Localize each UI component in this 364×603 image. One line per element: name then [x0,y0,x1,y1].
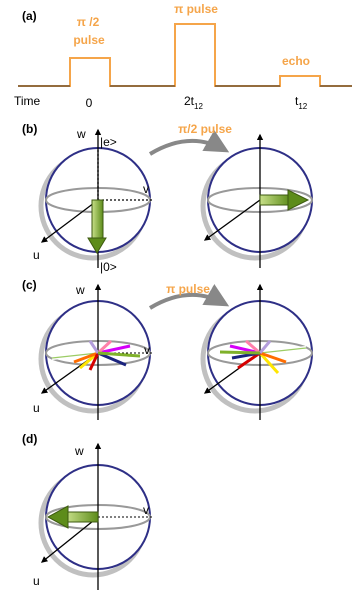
spin-vector-yellow [258,351,280,375]
u-label: u [33,401,40,415]
state-vector-shaft [65,511,99,523]
panel-b-label: (b) [22,122,37,136]
state-vector-shaft [259,194,291,206]
tick-2t12-sub: 12 [194,102,203,111]
u-label: u [33,248,40,262]
state-vector-head [287,189,310,211]
v-label: v [143,182,149,196]
spin-vector-lavender [258,340,272,354]
u-label: u [33,574,40,588]
pi-half-pulse-label: π/2 pulse [178,122,232,136]
state-vector-head [87,237,107,254]
spin-vector-green [219,350,261,355]
panel-c: (c) w v u π pulse [22,278,313,420]
panel-a: (a) π /2 pulse π pulse echo Time 0 2t12 … [14,2,352,111]
panel-b: (b) w v u |e> |0> π/2 pulse [22,122,313,274]
state-vector-shaft [91,199,104,241]
spin-vector-red [237,351,261,370]
time-label: Time [14,94,41,108]
panel-c-label: (c) [22,278,37,292]
bloch-sphere-b-right [200,133,313,268]
spin-vector-white-outline [51,352,99,359]
bloch-sphere-c-right [200,283,313,420]
spin-vector-lavender [88,340,100,354]
pulse2-label: π pulse [174,2,218,16]
excited-state-label: |e> [100,135,117,149]
spin-vector-green [97,351,141,358]
spin-vector-white-outline [259,347,307,354]
w-label: w [74,444,84,458]
tick-t12: t12 [295,94,308,111]
pulse1-label-line1: π /2 [77,15,100,29]
spin-vector-magenta [97,344,131,355]
bloch-sphere-c-left: w v u [33,283,152,420]
spin-vector-navy [97,351,127,367]
u-axis [40,199,99,243]
pulse-sequence-line [18,23,352,87]
tick-zero: 0 [86,96,93,110]
spin-vector-red [88,352,100,371]
spin-vector-orange [259,351,287,364]
pi-pulse-label: π pulse [166,282,210,296]
bloch-sphere-d: w v u [33,442,152,590]
spin-vector-pink [96,339,113,355]
tick-2t12-main: 2t [184,94,195,108]
transition-arrow [148,284,230,310]
transition-arrow [148,130,230,156]
spin-vector-orange [73,351,99,364]
state-vector-head [46,505,69,529]
u-axis [203,199,261,241]
pulse1-label-line2: pulse [73,33,105,47]
v-label: v [143,503,149,517]
tick-t12-main: t [295,94,299,108]
tick-t12-sub: 12 [298,102,307,111]
panel-a-label: (a) [22,9,37,23]
tick-2t12: 2t12 [184,94,203,111]
spin-vector-pink [245,339,261,355]
v-label: v [144,343,150,357]
echo-label: echo [282,54,310,68]
panel-d: (d) w v u [22,432,152,590]
w-label: w [76,127,86,141]
w-label: w [75,283,85,297]
panel-d-label: (d) [22,432,37,446]
u-axis [40,516,99,563]
bloch-sphere-b-left: w v u |e> |0> [33,127,152,274]
ground-state-label: |0> [100,260,117,274]
